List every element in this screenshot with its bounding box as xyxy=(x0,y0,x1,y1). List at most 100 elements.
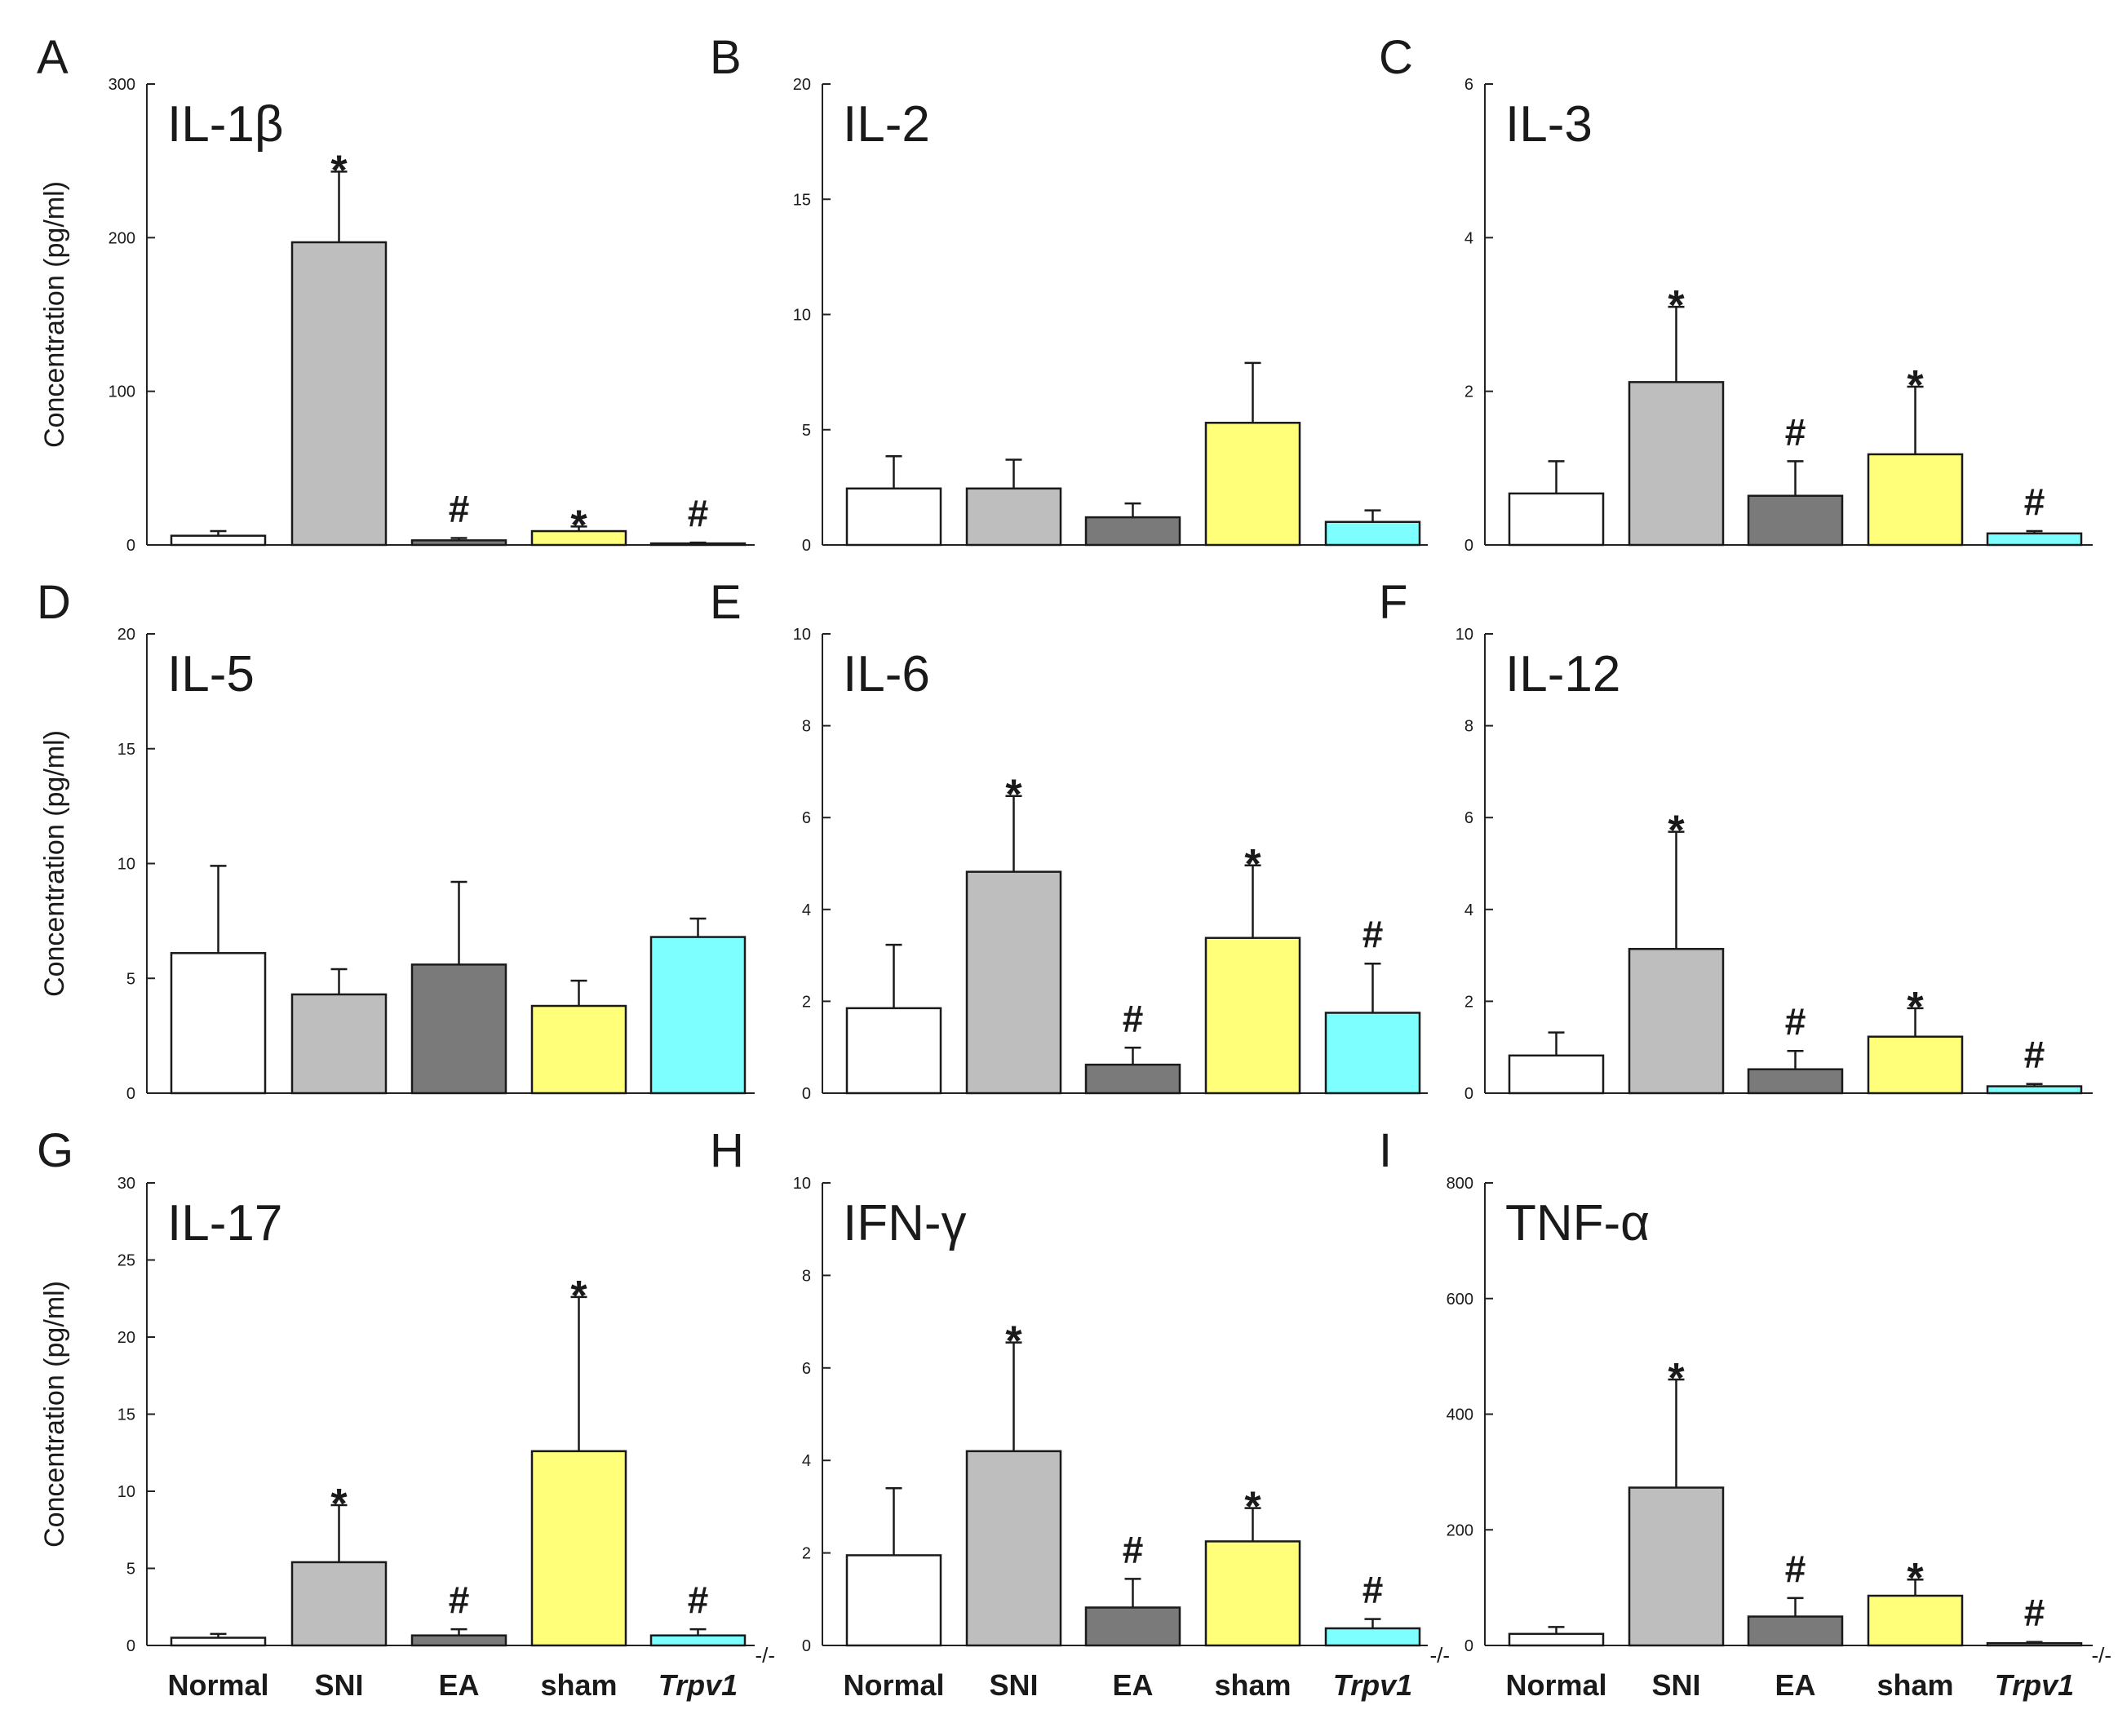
bar-ea xyxy=(410,1634,507,1647)
panel-letter: F xyxy=(1379,576,1407,629)
bar-normal xyxy=(170,534,267,547)
bar-sham xyxy=(530,1004,627,1095)
significance-star: * xyxy=(1668,1355,1685,1402)
category-label-sni: SNI xyxy=(314,1668,363,1702)
significance-hash: # xyxy=(1785,1548,1806,1590)
y-tick-label: 10 xyxy=(793,626,811,644)
category-label-normal: Normal xyxy=(167,1668,268,1702)
y-tick-label: 0 xyxy=(1464,1085,1473,1103)
bar-normal xyxy=(1508,1632,1605,1647)
significance-hash: # xyxy=(688,492,709,534)
bar-ea xyxy=(1084,1606,1181,1647)
panel-letter: I xyxy=(1379,1124,1392,1177)
bar-sni xyxy=(290,993,388,1095)
panel-title: IL-12 xyxy=(1505,646,1620,702)
y-tick-label: 800 xyxy=(1447,1175,1473,1193)
significance-star: * xyxy=(1907,1555,1924,1602)
y-tick-label: 10 xyxy=(793,307,811,325)
bar-trpv1 xyxy=(1986,1085,2083,1095)
bar-trpv1 xyxy=(649,1634,747,1647)
bar-ea xyxy=(1084,516,1181,547)
y-tick-label: 8 xyxy=(1464,718,1473,736)
significance-hash: # xyxy=(1363,1569,1384,1611)
y-tick-label: 5 xyxy=(126,1561,135,1579)
bar-sham xyxy=(1204,937,1301,1095)
category-label-ea: EA xyxy=(1775,1668,1815,1702)
y-tick-label: 300 xyxy=(109,76,135,94)
significance-star: * xyxy=(1005,772,1022,819)
panel-letter: A xyxy=(37,31,69,84)
panel-g: G 0 5 10 15 20 25 30 Concentration (pg/ml) IL-17 *… xyxy=(37,1124,775,1702)
bar-normal xyxy=(845,1554,942,1647)
significance-hash: # xyxy=(1363,913,1384,955)
bar-ea xyxy=(1084,1063,1181,1095)
bar-trpv1 xyxy=(1324,1012,1421,1095)
y-tick-label: 20 xyxy=(793,76,811,94)
panel-letter: G xyxy=(37,1124,73,1177)
category-label-ea: EA xyxy=(438,1668,479,1702)
y-tick-label: 2 xyxy=(802,993,811,1011)
bar-sni xyxy=(1628,947,1725,1095)
panel-b: B 0 5 10 15 20 IL-2 xyxy=(710,31,1428,555)
panel-f: F 0 2 4 6 8 10 IL-12 * # * # xyxy=(1379,576,2093,1103)
y-tick-label: 5 xyxy=(126,970,135,988)
panel-h: H 0 2 4 6 8 10 IFN-γ * # * # Normal SNI EA sham Trpv1 -/- xyxy=(710,1124,1450,1702)
y-tick-label: 10 xyxy=(793,1175,811,1193)
y-tick-label: 10 xyxy=(117,856,135,874)
panel-title: TNF-α xyxy=(1505,1195,1650,1251)
panel-title: IL-3 xyxy=(1505,96,1593,153)
y-tick-label: 6 xyxy=(1464,809,1473,827)
y-tick-label: 100 xyxy=(109,383,135,401)
y-tick-label: 200 xyxy=(1447,1521,1473,1539)
y-tick-label: 8 xyxy=(802,1267,811,1285)
y-tick-label: 4 xyxy=(1464,229,1473,247)
y-tick-label: 2 xyxy=(802,1545,811,1563)
bar-trpv1 xyxy=(1986,532,2083,547)
panel-d: D 0 5 10 15 20 Concentration (pg/ml) IL-5 xyxy=(37,576,755,1103)
significance-star: * xyxy=(1907,362,1924,410)
category-label-sni: SNI xyxy=(989,1668,1038,1702)
significance-star: * xyxy=(1244,1484,1261,1531)
y-tick-label: 6 xyxy=(802,1360,811,1378)
y-tick-label: 25 xyxy=(117,1252,135,1270)
y-tick-label: 0 xyxy=(1464,1637,1473,1655)
significance-hash: # xyxy=(1123,997,1144,1039)
y-tick-label: 15 xyxy=(793,191,811,209)
significance-star: * xyxy=(1005,1318,1022,1366)
y-tick-label: 4 xyxy=(802,901,811,919)
y-axis-label: Concentration (pg/ml) xyxy=(39,181,70,448)
y-tick-label: 20 xyxy=(117,1329,135,1347)
bar-sham xyxy=(530,1450,627,1647)
y-tick-label: 8 xyxy=(802,718,811,736)
y-tick-label: 2 xyxy=(1464,993,1473,1011)
y-axis-label: Concentration (pg/ml) xyxy=(39,730,70,997)
significance-star: * xyxy=(1668,808,1685,855)
panel-letter: D xyxy=(37,576,71,629)
bar-sham xyxy=(1204,1540,1301,1647)
bar-sni xyxy=(1628,381,1725,547)
bar-normal xyxy=(170,952,267,1095)
category-label-ea: EA xyxy=(1112,1668,1153,1702)
bar-ea xyxy=(410,539,507,547)
y-tick-label: 0 xyxy=(126,537,135,555)
y-tick-label: 30 xyxy=(117,1175,135,1193)
panel-title: IFN-γ xyxy=(843,1195,967,1251)
bar-normal xyxy=(1508,492,1605,547)
y-tick-label: 0 xyxy=(802,1085,811,1103)
bar-trpv1 xyxy=(1986,1641,2083,1647)
significance-hash: # xyxy=(688,1579,709,1621)
panel-letter: E xyxy=(710,576,742,629)
significance-hash: # xyxy=(1123,1528,1144,1570)
panel-c: C 0 2 4 6 IL-3 * # * # xyxy=(1379,31,2093,555)
significance-hash: # xyxy=(449,488,470,530)
y-tick-label: 20 xyxy=(117,626,135,644)
category-superscript: -/- xyxy=(755,1643,776,1667)
category-label-sham: sham xyxy=(1214,1668,1291,1702)
y-tick-label: 15 xyxy=(117,741,135,759)
significance-hash: # xyxy=(2024,1034,2045,1076)
bar-sni xyxy=(290,241,388,547)
y-tick-label: 600 xyxy=(1447,1291,1473,1309)
panel-i: I 0 200 400 600 800 TNF-α * # * # Normal SNI EA sham Tr… xyxy=(1379,1124,2111,1702)
y-tick-label: 4 xyxy=(802,1452,811,1470)
y-tick-label: 400 xyxy=(1447,1406,1473,1424)
